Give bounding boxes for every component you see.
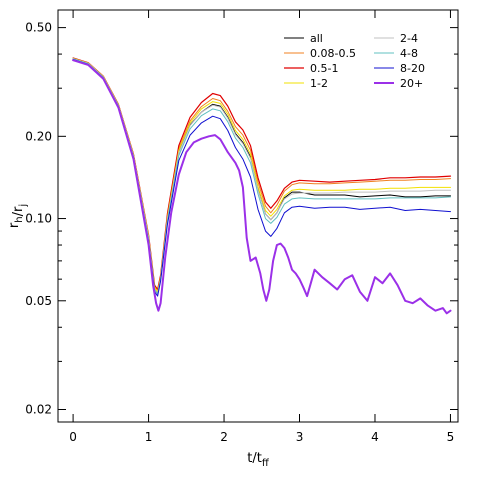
legend: all 0.08-0.5 0.5-1 1-2 2-4 4-8 8-20 20+ [284, 32, 425, 90]
x-tick-label: 1 [145, 430, 153, 444]
y-tick-label: 0.02 [25, 402, 52, 416]
legend-label: 2-4 [400, 32, 418, 45]
series-line-0.5-1 [72, 57, 452, 291]
series-line-1-2 [72, 57, 451, 293]
y-tick-label: 0.20 [25, 129, 52, 143]
x-tick-label: 4 [371, 430, 379, 444]
x-tick-label: 5 [447, 430, 455, 444]
y-tick-label: 0.10 [25, 212, 52, 226]
series-line-0.08-0.5 [72, 57, 451, 293]
series-line-20+ [72, 59, 452, 315]
y-tick-label: 0.50 [25, 21, 52, 35]
legend-label: 4-8 [400, 47, 418, 60]
y-axis-label: rh/rj [7, 204, 29, 228]
y-axis: 0.02 0.05 0.10 0.20 0.50 [25, 21, 458, 416]
series-line-all [72, 58, 451, 295]
legend-label: all [310, 32, 323, 45]
legend-label: 8-20 [400, 62, 425, 75]
x-tick-label: 2 [220, 430, 228, 444]
x-axis: 0 1 2 3 4 5 [69, 10, 454, 444]
legend-label: 20+ [400, 77, 423, 90]
series-line-4-8 [72, 58, 451, 295]
series-layer [72, 57, 452, 315]
series-line-2-4 [72, 58, 451, 295]
x-tick-label: 0 [69, 430, 77, 444]
y-tick-label: 0.05 [25, 294, 52, 308]
legend-label: 0.08-0.5 [310, 47, 356, 60]
plot-frame [57, 9, 459, 423]
legend-label: 1-2 [310, 77, 328, 90]
x-axis-label: t/tff [247, 451, 270, 469]
legend-label: 0.5-1 [310, 62, 338, 75]
x-tick-label: 3 [296, 430, 304, 444]
